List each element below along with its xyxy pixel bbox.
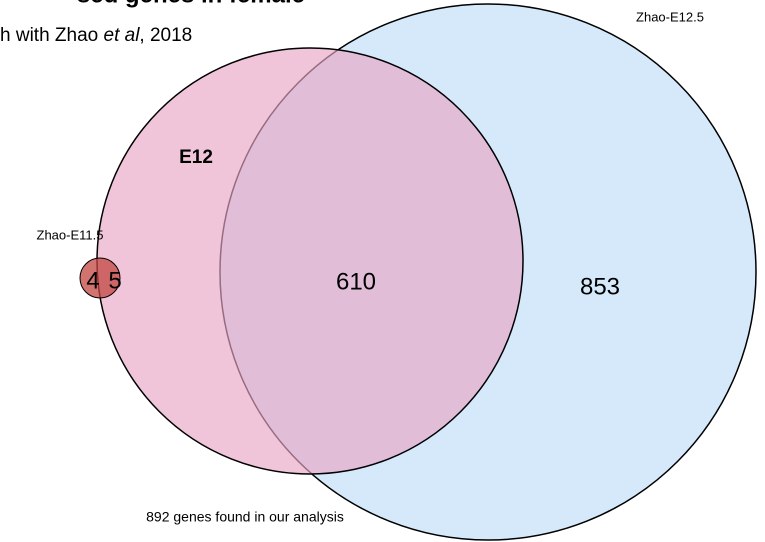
- set-count: 4: [86, 267, 99, 294]
- set-label: Zhao-E12.5: [636, 9, 704, 24]
- overlap-count: 5: [108, 267, 121, 294]
- circle-e12: [96, 47, 524, 475]
- subtitle-part: , 2018: [139, 25, 192, 46]
- set-count: 853: [580, 273, 620, 300]
- title: sed genes in female: [77, 0, 305, 8]
- set-label: Zhao-E11.5: [37, 227, 104, 242]
- set-count: 610: [336, 268, 376, 295]
- subtitle-italic: et al: [104, 25, 141, 46]
- footnote: 892 genes found in our analysis: [146, 509, 344, 525]
- circle-zhao-e11-5: [79, 257, 121, 299]
- subtitle-part: h with Zhao: [0, 25, 104, 46]
- subtitle: h with Zhao et al, 2018: [0, 25, 192, 46]
- set-label: E12: [179, 147, 213, 168]
